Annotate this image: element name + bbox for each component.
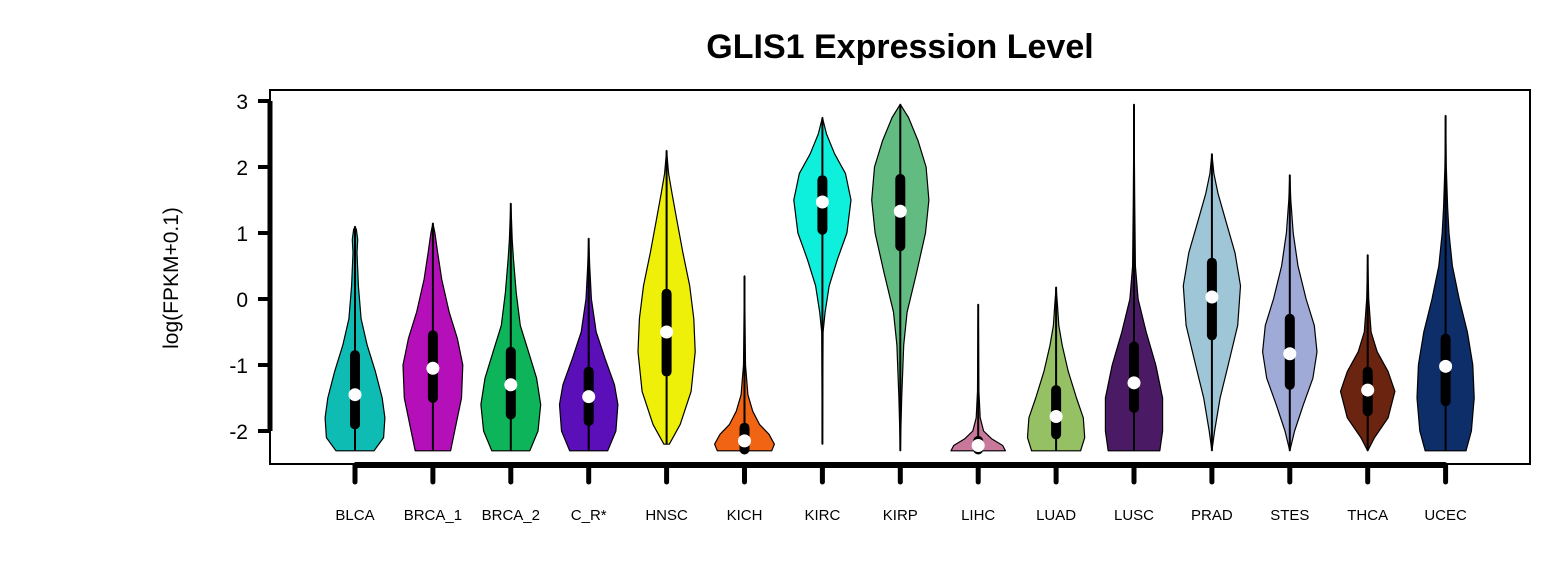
y-tick-label: 1 (236, 223, 248, 246)
violin-median-point (1049, 409, 1063, 423)
violin-luad (1026, 286, 1086, 452)
x-tick-label: LUSC (1114, 507, 1154, 524)
violin-blca (324, 225, 386, 452)
violin-kirc (793, 116, 852, 445)
violin-thca (1339, 254, 1396, 452)
x-axis: BLCA BRCA_1 BRCA_2 C_R* HNSC KICH KIRC KIRP LIHC… (335, 462, 1467, 524)
x-tick-label: THCA (1347, 507, 1388, 524)
violin-median-point (504, 378, 518, 392)
violin-median-point (660, 325, 674, 339)
y-tick-label: 3 (236, 91, 248, 114)
y-tick-label: -1 (229, 355, 248, 378)
violin-kirp (871, 103, 930, 452)
y-axis: -2 -1 0 1 2 3 (229, 91, 273, 444)
x-tick-label: C_R* (571, 507, 607, 524)
x-tick-label: STES (1270, 507, 1309, 524)
violin-median-point (1361, 383, 1375, 397)
violin-prad (1182, 153, 1242, 452)
violin-median-point (893, 204, 907, 218)
violin-median-point (1439, 359, 1453, 373)
x-tick-label: KICH (727, 507, 763, 524)
x-tick-label: LUAD (1036, 507, 1076, 524)
violin-stes (1262, 174, 1318, 452)
x-tick-label: LIHC (961, 507, 995, 524)
violin-median-point (348, 388, 362, 402)
x-tick-label: PRAD (1191, 507, 1233, 524)
x-tick-label: UCEC (1424, 507, 1467, 524)
y-tick-label: -2 (229, 421, 248, 444)
x-tick-label: BRCA_2 (482, 507, 540, 524)
chart-title: GLIS1 Expression Level (706, 28, 1093, 66)
x-tick-label: BRCA_1 (404, 507, 462, 524)
violin-median-point (815, 195, 829, 209)
violin-c-r (558, 237, 619, 452)
violin-median-point (738, 434, 751, 448)
violin-brca-1 (402, 222, 464, 452)
violin-brca-2 (480, 202, 542, 452)
y-tick-label: 0 (236, 289, 248, 312)
x-tick-label: BLCA (335, 507, 374, 524)
y-axis-label: log(FPKM+0.1) (160, 207, 183, 349)
violin-lihc (950, 303, 1006, 455)
x-tick-label: KIRC (804, 507, 840, 524)
violin-median-point (1127, 376, 1141, 390)
x-tick-label: KIRP (883, 507, 918, 524)
violin-lusc (1104, 103, 1164, 452)
violin-ucec (1416, 114, 1475, 452)
y-tick-label: 2 (236, 157, 248, 180)
violin-median-point (1205, 290, 1219, 304)
violin-median-point (971, 439, 985, 453)
violin-median-point (1283, 347, 1297, 361)
violin-hnsc (637, 149, 696, 445)
violin-median-point (582, 390, 596, 404)
violins-layer (324, 103, 1475, 455)
violin-kich (714, 275, 775, 455)
violin-median-point (426, 361, 440, 375)
x-tick-label: HNSC (645, 507, 688, 524)
